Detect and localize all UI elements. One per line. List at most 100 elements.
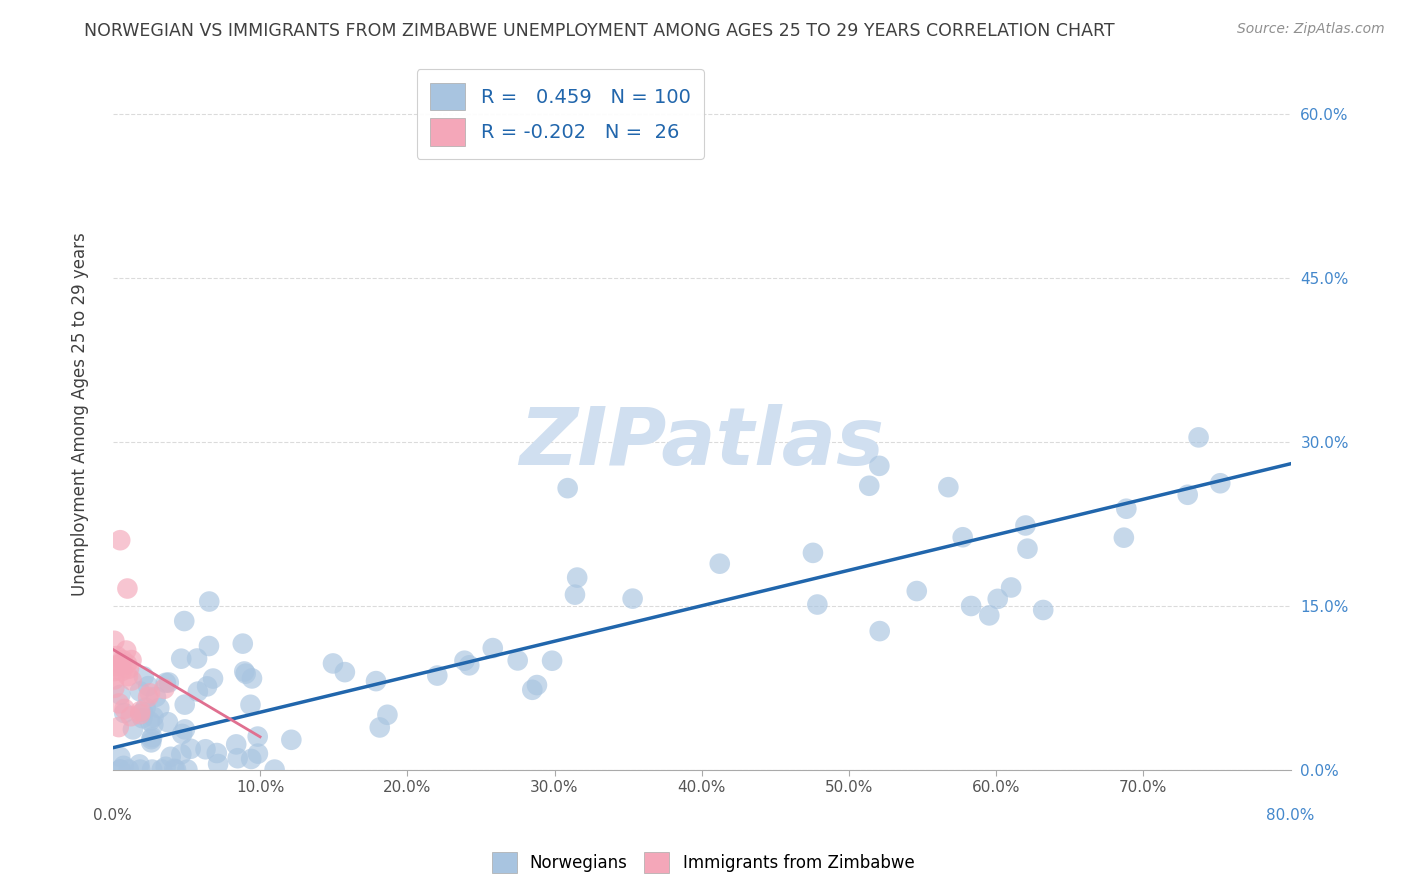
Point <box>103 664 125 678</box>
Point <box>202 672 225 686</box>
Point <box>263 763 285 777</box>
Point <box>145 690 167 704</box>
Point <box>148 701 170 715</box>
Point <box>165 763 187 777</box>
Point <box>246 747 269 761</box>
Point <box>333 665 356 679</box>
Point <box>526 678 548 692</box>
Point <box>1177 488 1199 502</box>
Legend: R =   0.459   N = 100, R = -0.202   N =  26: R = 0.459 N = 100, R = -0.202 N = 26 <box>416 70 704 160</box>
Point <box>118 662 141 676</box>
Point <box>1014 518 1036 533</box>
Text: Source: ZipAtlas.com: Source: ZipAtlas.com <box>1237 22 1385 37</box>
Point <box>806 598 828 612</box>
Point <box>129 763 152 777</box>
Point <box>115 643 138 657</box>
Point <box>170 651 193 665</box>
Point <box>108 763 131 777</box>
Point <box>979 608 1001 623</box>
Point <box>108 697 131 711</box>
Point <box>195 679 218 693</box>
Point <box>172 727 194 741</box>
Point <box>135 700 157 714</box>
Point <box>108 750 131 764</box>
Point <box>107 720 129 734</box>
Point <box>226 751 249 765</box>
Point <box>322 657 344 671</box>
Point <box>159 749 181 764</box>
Point <box>246 730 269 744</box>
Text: 0.0%: 0.0% <box>93 808 132 823</box>
Point <box>453 654 475 668</box>
Point <box>621 591 644 606</box>
Point <box>122 723 145 737</box>
Point <box>1032 603 1054 617</box>
Point <box>142 717 165 731</box>
Point <box>170 747 193 762</box>
Point <box>194 742 217 756</box>
Point <box>186 651 208 665</box>
Point <box>506 653 529 667</box>
Text: NORWEGIAN VS IMMIGRANTS FROM ZIMBABWE UNEMPLOYMENT AMONG AGES 25 TO 29 YEARS COR: NORWEGIAN VS IMMIGRANTS FROM ZIMBABWE UN… <box>84 22 1115 40</box>
Point <box>1000 581 1022 595</box>
Point <box>557 481 579 495</box>
Point <box>128 757 150 772</box>
Point <box>1017 541 1039 556</box>
Point <box>364 674 387 689</box>
Point <box>129 704 152 718</box>
Point <box>118 763 141 777</box>
Point <box>155 675 177 690</box>
Point <box>541 654 564 668</box>
Point <box>426 668 449 682</box>
Point <box>110 688 132 702</box>
Point <box>155 760 177 774</box>
Point <box>198 639 221 653</box>
Point <box>153 681 176 696</box>
Point <box>141 732 163 747</box>
Point <box>132 669 155 683</box>
Point <box>136 679 159 693</box>
Point <box>1187 430 1209 444</box>
Point <box>938 480 960 494</box>
Point <box>141 763 163 777</box>
Point <box>103 673 125 687</box>
Point <box>458 658 481 673</box>
Point <box>121 673 143 688</box>
Point <box>858 479 880 493</box>
Point <box>156 715 179 730</box>
Point <box>132 705 155 719</box>
Point <box>173 614 195 628</box>
Point <box>368 721 391 735</box>
Point <box>187 684 209 698</box>
Point <box>141 731 163 745</box>
Point <box>481 641 503 656</box>
Point <box>198 594 221 608</box>
Point <box>205 746 228 760</box>
Point <box>174 723 197 737</box>
Y-axis label: Unemployment Among Ages 25 to 29 years: Unemployment Among Ages 25 to 29 years <box>72 233 89 597</box>
Point <box>104 658 127 673</box>
Point <box>233 665 256 679</box>
Point <box>960 599 983 613</box>
Point <box>1209 476 1232 491</box>
Point <box>564 588 586 602</box>
Point <box>1115 501 1137 516</box>
Point <box>129 684 152 698</box>
Point <box>115 657 138 671</box>
Point <box>522 682 544 697</box>
Point <box>207 757 229 772</box>
Point <box>117 582 139 596</box>
Point <box>112 706 135 720</box>
Point <box>232 637 254 651</box>
Point <box>173 698 195 712</box>
Point <box>239 698 262 712</box>
Point <box>952 530 974 544</box>
Point <box>1112 531 1135 545</box>
Point <box>225 738 247 752</box>
Point <box>108 763 131 777</box>
Point <box>567 571 589 585</box>
Point <box>235 666 257 681</box>
Point <box>176 763 198 777</box>
Text: 80.0%: 80.0% <box>1267 808 1315 823</box>
Point <box>112 759 135 773</box>
